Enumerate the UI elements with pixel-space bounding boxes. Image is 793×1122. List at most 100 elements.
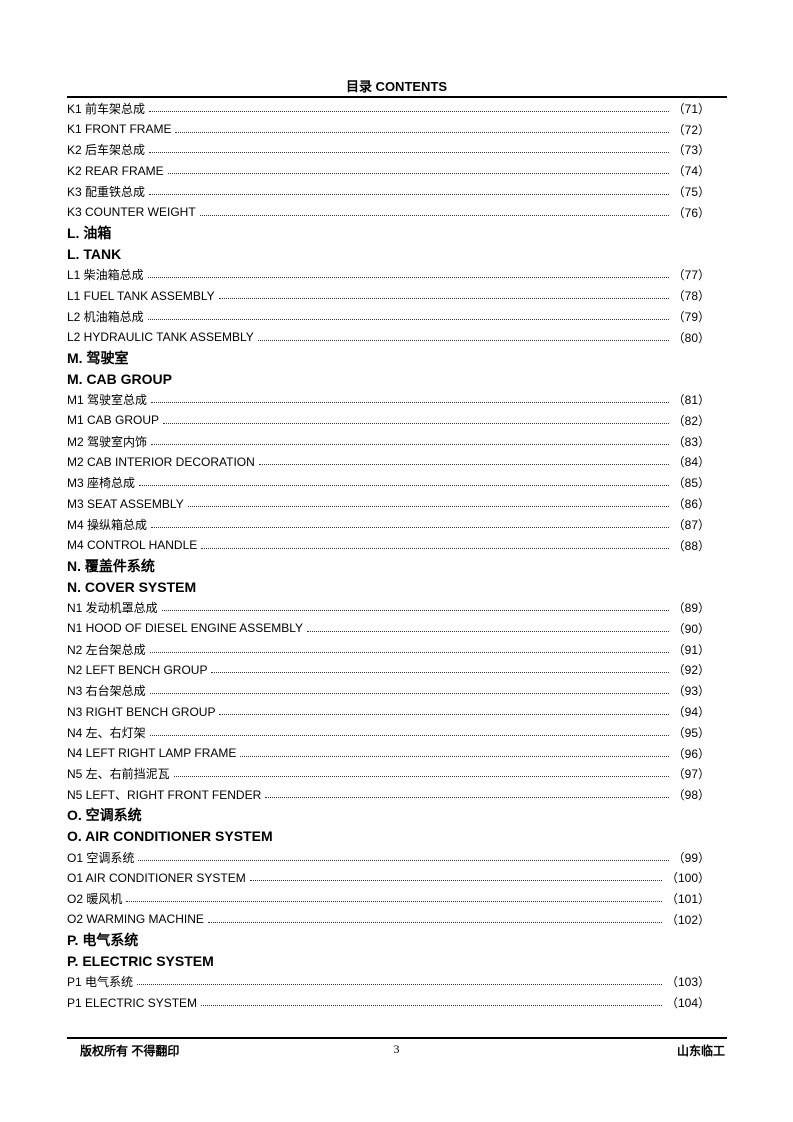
- dot-leader: [265, 797, 669, 799]
- toc-entry-label: N1 发动机罩总成: [67, 601, 158, 616]
- toc-entry: M2 驾驶室内饰 （83）: [67, 431, 710, 452]
- dot-leader: [201, 1005, 662, 1007]
- toc-entry-page: （84）: [672, 455, 710, 470]
- toc-entry: K2 REAR FRAME （74）: [67, 160, 710, 181]
- toc-entry-label: P1 电气系统: [67, 975, 134, 990]
- toc-entry-page: （78）: [672, 289, 710, 304]
- toc-entry-label: N5 LEFT、RIGHT FRONT FENDER: [67, 788, 262, 803]
- footer-rule: [67, 1037, 727, 1039]
- dot-leader: [175, 131, 669, 133]
- toc-entry-label: M1 CAB GROUP: [67, 413, 160, 428]
- dot-leader: [167, 173, 669, 175]
- toc-entry: O1 空调系统 （99）: [67, 847, 710, 868]
- toc-entry-page: （82）: [672, 413, 710, 428]
- section-heading: L. 油箱: [67, 223, 710, 244]
- toc-entry: N4 LEFT RIGHT LAMP FRAME （96）: [67, 743, 710, 764]
- toc-entry-page: （75）: [672, 185, 710, 200]
- toc-entry: N5 LEFT、RIGHT FRONT FENDER （98）: [67, 784, 710, 805]
- toc-entry: N4 左、右灯架 （95）: [67, 722, 710, 743]
- footer-page-number: 3: [393, 1042, 400, 1056]
- toc-entry: O1 AIR CONDITIONER SYSTEM （100）: [67, 867, 710, 888]
- toc-entry-label: O1 AIR CONDITIONER SYSTEM: [67, 870, 246, 885]
- section-heading-text: M. CAB GROUP: [67, 370, 172, 387]
- section-heading-text: L. 油箱: [67, 225, 112, 242]
- toc-entry-label: K1 FRONT FRAME: [67, 122, 172, 137]
- toc-entry-page: （77）: [672, 268, 710, 283]
- dot-leader: [199, 214, 669, 216]
- toc-entry: K2 后车架总成 （73）: [67, 140, 710, 161]
- toc-entry-page: （96）: [672, 746, 710, 761]
- toc-entry: N2 LEFT BENCH GROUP （92）: [67, 660, 710, 681]
- toc-entry-page: （94）: [672, 705, 710, 719]
- toc-entry-label: L2 机油箱总成: [67, 309, 144, 324]
- dot-leader: [307, 630, 669, 632]
- toc-entry-page: （83）: [672, 434, 710, 449]
- toc-entry: M3 SEAT ASSEMBLY （86）: [67, 493, 710, 514]
- dot-leader: [173, 776, 669, 778]
- toc-entry-label: K1 前车架总成: [67, 101, 146, 116]
- footer-company: 山东临工: [676, 1044, 725, 1058]
- toc-entry-label: M3 SEAT ASSEMBLY: [67, 496, 184, 511]
- toc-entry: N5 左、右前挡泥瓦 （97）: [67, 764, 710, 785]
- dot-leader: [149, 734, 669, 736]
- section-heading: M. 驾驶室: [67, 348, 710, 369]
- section-heading: N. COVER SYSTEM: [67, 576, 710, 597]
- toc-entry-page: （87）: [672, 517, 710, 532]
- toc-entry-page: （93）: [672, 684, 710, 699]
- toc-entry: M1 驾驶室总成 （81）: [67, 389, 710, 410]
- toc-entry-label: N2 左台架总成: [67, 642, 146, 657]
- section-heading-text: M. 驾驶室: [67, 349, 129, 366]
- dot-leader: [138, 859, 669, 861]
- toc-entry-label: K2 REAR FRAME: [67, 163, 164, 178]
- toc-entry-label: L1 FUEL TANK ASSEMBLY: [67, 288, 215, 303]
- toc-entry-label: P1 ELECTRIC SYSTEM: [67, 995, 198, 1010]
- toc-entry: K3 COUNTER WEIGHT （76）: [67, 202, 710, 223]
- dot-leader: [147, 277, 669, 279]
- toc-entry-page: （74）: [672, 164, 710, 179]
- toc-entry-page: （101）: [665, 892, 710, 907]
- dot-leader: [218, 298, 669, 300]
- toc-entry-page: （73）: [672, 143, 710, 158]
- dot-leader: [240, 755, 669, 757]
- toc-entry-label: M4 CONTROL HANDLE: [67, 538, 198, 553]
- toc-entry-label: N4 LEFT RIGHT LAMP FRAME: [67, 746, 237, 761]
- section-heading: P. ELECTRIC SYSTEM: [67, 951, 710, 972]
- toc-entry-page: （76）: [672, 205, 710, 220]
- toc-entry: O2 WARMING MACHINE （102）: [67, 909, 710, 930]
- toc-entry-page: （100）: [665, 871, 710, 886]
- toc-entry-page: （98）: [672, 788, 710, 803]
- toc-entry: M3 座椅总成 （85）: [67, 472, 710, 493]
- toc-entry-label: O2 暖风机: [67, 892, 123, 907]
- toc-entry: M4 CONTROL HANDLE （88）: [67, 535, 710, 556]
- footer-copyright: 版权所有 不得翻印: [80, 1044, 180, 1058]
- section-heading: N. 覆盖件系统: [67, 556, 710, 577]
- dot-leader: [201, 547, 669, 549]
- toc-entry-label: N2 LEFT BENCH GROUP: [67, 662, 208, 677]
- dot-leader: [211, 672, 669, 674]
- toc-entry-page: （104）: [665, 996, 710, 1011]
- section-heading-text: L. TANK: [67, 245, 122, 262]
- dot-leader: [151, 443, 669, 445]
- toc-entry-label: K2 后车架总成: [67, 143, 146, 158]
- toc-entry: K3 配重铁总成 （75）: [67, 181, 710, 202]
- toc-entry-page: （85）: [672, 476, 710, 491]
- toc-entry-page: （91）: [672, 642, 710, 657]
- dot-leader: [149, 110, 669, 112]
- section-heading-text: P. 电气系统: [67, 932, 139, 949]
- toc-entry-label: M2 CAB INTERIOR DECORATION: [67, 454, 255, 469]
- dot-leader: [161, 610, 669, 612]
- toc-entry-page: （72）: [672, 122, 710, 137]
- toc-entry: L1 柴油箱总成 （77）: [67, 264, 710, 285]
- toc-entry-page: （102）: [665, 912, 710, 927]
- toc-entry-label: N4 左、右灯架: [67, 725, 146, 740]
- dot-leader: [149, 152, 669, 154]
- dot-leader: [147, 318, 669, 320]
- toc-entry-label: N1 HOOD OF DIESEL ENGINE ASSEMBLY: [67, 621, 304, 636]
- toc-entry-page: （79）: [672, 309, 710, 324]
- toc-entry: K1 前车架总成 （71）: [67, 98, 710, 119]
- dot-leader: [219, 714, 669, 715]
- dot-leader: [137, 984, 662, 986]
- toc-entry: N3 右台架总成 （93）: [67, 680, 710, 701]
- toc-entry-label: L1 柴油箱总成: [67, 268, 144, 283]
- toc-entry-page: （71）: [672, 101, 710, 116]
